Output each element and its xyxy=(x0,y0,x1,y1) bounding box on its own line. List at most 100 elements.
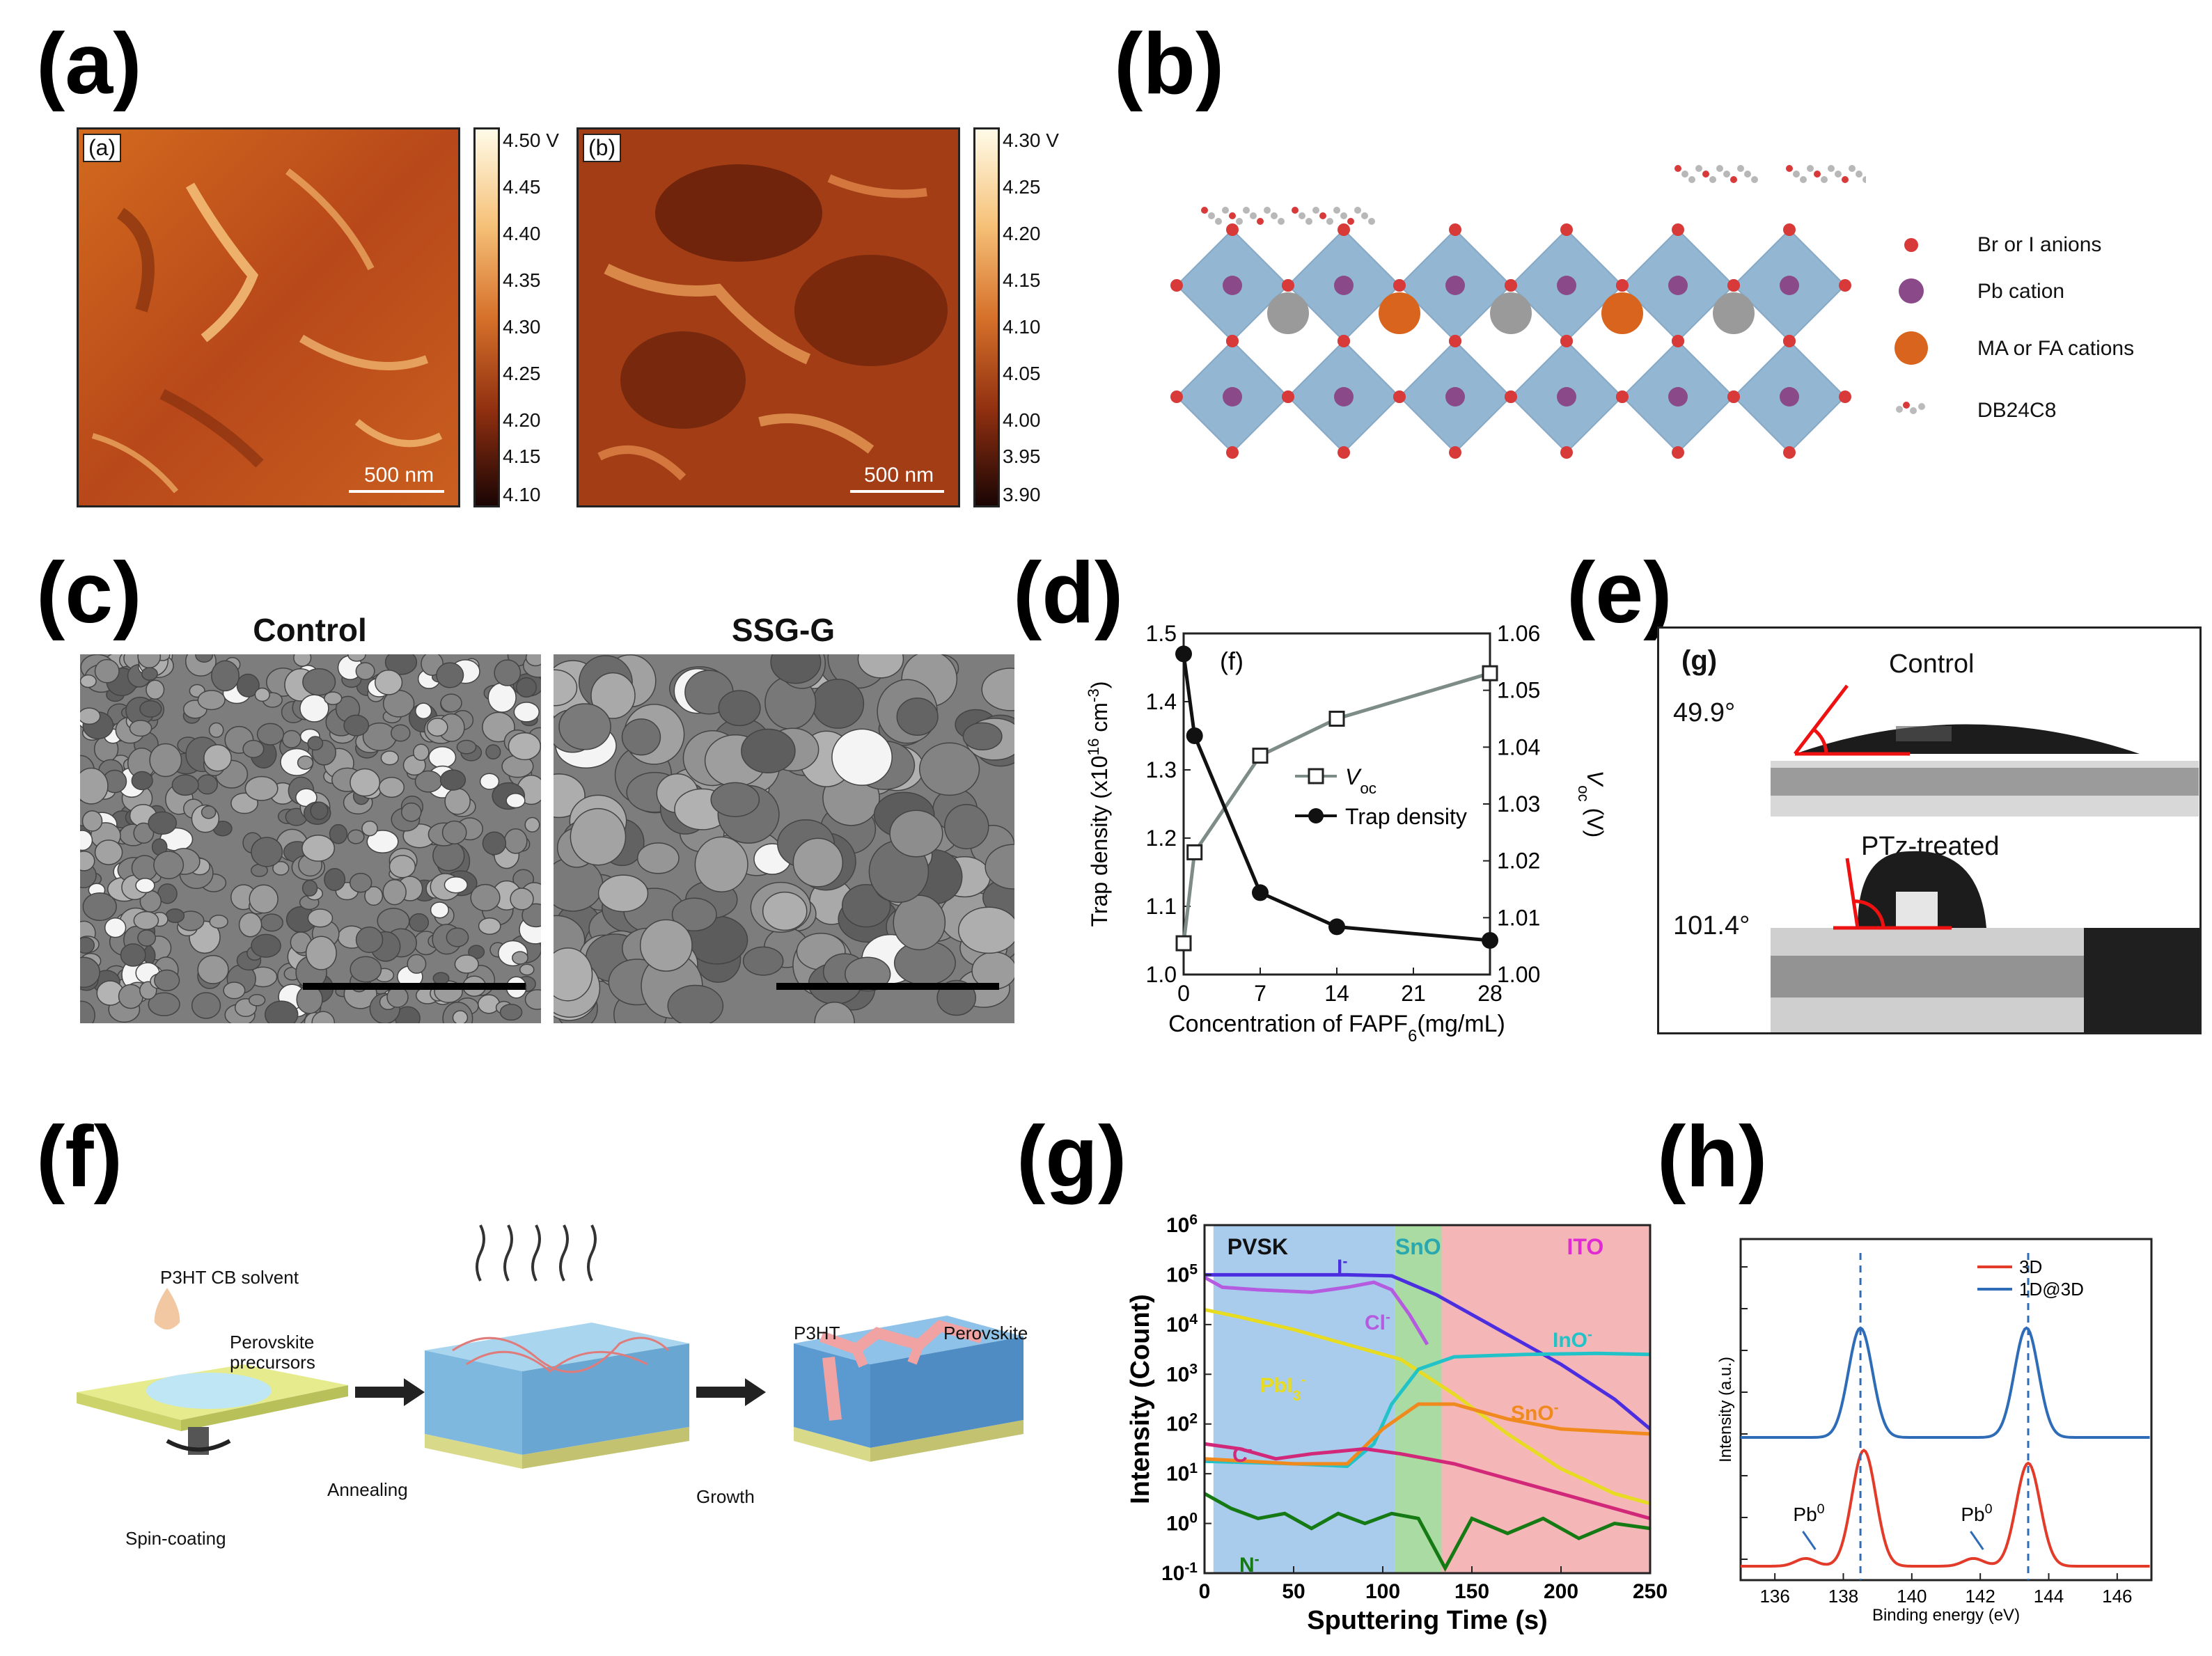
sem-grain xyxy=(487,682,517,713)
sem-grain xyxy=(154,969,180,991)
colorbar-2-tick: 4.10 xyxy=(1003,316,1041,338)
sem-grain xyxy=(307,908,334,928)
sem-grain xyxy=(479,773,500,790)
anion-atom xyxy=(1560,446,1573,459)
x-tick-label: 136 xyxy=(1759,1586,1789,1607)
sem-grain xyxy=(409,913,430,932)
sem-grain xyxy=(407,954,427,974)
data-point-trap xyxy=(1175,645,1192,663)
panel-e-label: (e) xyxy=(1567,545,1672,641)
y-tick-label: 104 xyxy=(1166,1311,1198,1336)
growth-stage xyxy=(794,1316,1023,1462)
sem-grain xyxy=(293,654,312,667)
db24c8-atom xyxy=(1821,176,1828,183)
sem-grain xyxy=(439,769,466,791)
anion-atom xyxy=(1672,446,1684,459)
anion-atom xyxy=(1226,223,1239,236)
sem-grain xyxy=(256,723,285,746)
y-tick-label-left: 1.2 xyxy=(1146,826,1177,851)
pb-atom xyxy=(1668,276,1688,295)
sem-grain xyxy=(811,679,865,729)
sem-grain xyxy=(223,981,246,1000)
db24c8-atom xyxy=(1856,171,1862,178)
legend-pb: Pb cation xyxy=(1977,280,2065,303)
db24c8-atom xyxy=(1688,176,1695,183)
y-tick-label-right: 1.02 xyxy=(1497,849,1540,874)
y-tick-label: 101 xyxy=(1166,1460,1198,1486)
y-axis-label: Intensity (a.u.) xyxy=(1716,1357,1735,1462)
anion-atom xyxy=(1393,391,1406,403)
anion-atom xyxy=(1449,446,1461,459)
db24c8-atom xyxy=(1368,218,1375,225)
sem-grain xyxy=(191,992,221,1019)
x-tick-label: 200 xyxy=(1544,1580,1578,1603)
db24c8-atom xyxy=(1333,207,1340,214)
sem-grain xyxy=(249,884,279,914)
panel-g-label: (g) xyxy=(1017,1109,1127,1205)
chart-h: 136 138 140 142 144 146 Binding energy (eV) Int… xyxy=(1716,1238,2153,1625)
db24c8-atom xyxy=(1243,207,1250,214)
db24c8-atom xyxy=(1730,176,1737,183)
sem-grain xyxy=(361,820,378,837)
pb-atom xyxy=(1780,387,1799,407)
anion-atom xyxy=(1170,391,1183,403)
y-tick-label-left: 1.4 xyxy=(1146,689,1177,714)
db24c8-atom xyxy=(1264,207,1271,214)
sem-grain xyxy=(436,662,464,688)
y-tick-label: 105 xyxy=(1166,1261,1198,1287)
series-label-2: PbI3- xyxy=(1260,1372,1305,1404)
sem-grain xyxy=(521,903,541,928)
x-tick-label: 14 xyxy=(1324,981,1349,1006)
sem-grain xyxy=(118,984,143,1009)
droplet-images xyxy=(1771,684,2199,1032)
sem-grain xyxy=(355,926,384,954)
sem-grain xyxy=(80,936,95,954)
sem-grain xyxy=(512,951,528,965)
anion-atom xyxy=(1505,279,1517,292)
kpfm-map-1-scalebar: 500 nm xyxy=(364,464,434,487)
anion-atom xyxy=(1393,279,1406,292)
label-solvent: P3HT CB solvent xyxy=(160,1267,299,1288)
y-tick-label-right: 1.00 xyxy=(1497,962,1540,987)
sem-grain xyxy=(302,668,336,696)
db24c8-atom xyxy=(1862,176,1866,183)
db24c8-atom xyxy=(1807,165,1814,172)
sem-grain xyxy=(814,1002,855,1023)
legend-label-trap: Trap density xyxy=(1345,804,1467,829)
arrow-growth xyxy=(696,1378,766,1406)
pb-atom xyxy=(1780,276,1799,295)
colorbar-1-tick: 4.45 xyxy=(503,176,541,198)
kpfm-map-1: (a) 500 nm xyxy=(77,127,460,507)
contact-angle-top-value: 49.9° xyxy=(1673,698,1736,727)
sem-grain xyxy=(485,744,501,760)
control-droplet xyxy=(1771,684,2199,817)
heat-icon xyxy=(476,1224,597,1282)
sem-grain xyxy=(639,919,693,972)
db24c8-atom xyxy=(1828,165,1835,172)
db24c8-atom xyxy=(1236,218,1243,225)
sem-grain xyxy=(741,728,796,774)
sem-grain xyxy=(135,878,155,894)
sem-grain xyxy=(80,851,95,872)
y-tick-label-right: 1.03 xyxy=(1497,791,1540,817)
db24c8-atom xyxy=(1849,165,1856,172)
sem-grain xyxy=(133,822,155,844)
series-label-1: Cl- xyxy=(1365,1309,1390,1335)
label-annealing: Annealing xyxy=(327,1479,408,1500)
sem-grain xyxy=(515,677,538,698)
sem-grain xyxy=(195,654,214,663)
kpfm-map-2-scalebar: 500 nm xyxy=(864,464,934,487)
cation-atom xyxy=(1267,292,1309,334)
contact-angle-panel: (g) Control 49.9° PTz-treated 101.4° xyxy=(1657,626,2202,1034)
y-tick-label-left: 1.3 xyxy=(1146,757,1177,782)
db24c8-atom xyxy=(1716,165,1723,172)
sem-grain xyxy=(944,803,989,850)
colorbar-1-tick: 4.30 xyxy=(503,316,541,338)
sem-grain xyxy=(307,736,324,751)
sem-grain xyxy=(350,768,381,797)
anion-atom xyxy=(1560,223,1573,236)
sem-grain xyxy=(893,894,946,951)
series-line-4 xyxy=(1204,1402,1651,1466)
pb-swatch xyxy=(1899,278,1924,303)
colorbar-1-tick: 4.35 xyxy=(503,269,541,291)
